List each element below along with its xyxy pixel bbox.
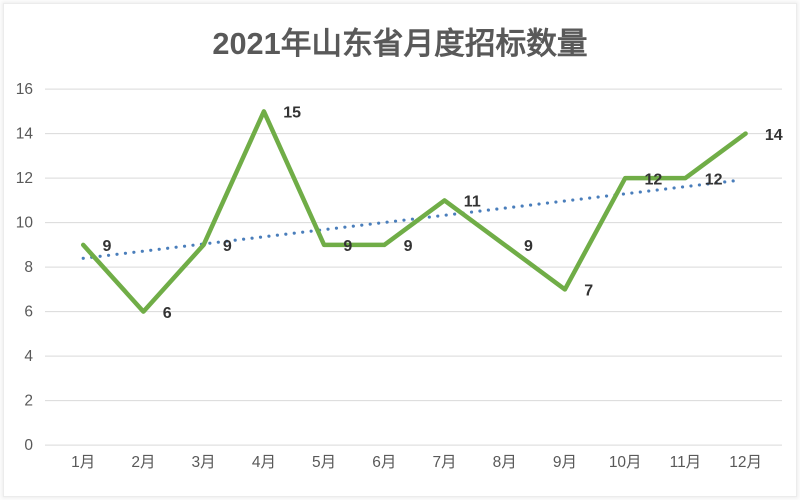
svg-text:6: 6 — [163, 305, 172, 322]
svg-text:9: 9 — [343, 238, 352, 255]
svg-text:16: 16 — [16, 81, 33, 98]
svg-text:8: 8 — [24, 259, 33, 276]
svg-text:10月: 10月 — [609, 454, 642, 471]
svg-text:9月: 9月 — [553, 454, 577, 471]
svg-text:15: 15 — [283, 105, 301, 122]
svg-text:11: 11 — [464, 194, 481, 211]
svg-text:9: 9 — [524, 238, 533, 255]
svg-text:14: 14 — [16, 126, 34, 143]
svg-text:12月: 12月 — [729, 454, 762, 471]
svg-text:10: 10 — [16, 215, 34, 232]
svg-text:6月: 6月 — [372, 454, 396, 471]
svg-text:2: 2 — [24, 393, 33, 410]
svg-text:12: 12 — [705, 171, 723, 188]
svg-text:1月: 1月 — [71, 454, 95, 471]
svg-text:0: 0 — [24, 437, 33, 454]
svg-text:8月: 8月 — [493, 454, 517, 471]
svg-text:9: 9 — [404, 238, 413, 255]
svg-text:4: 4 — [24, 348, 33, 365]
svg-text:4月: 4月 — [252, 454, 276, 471]
svg-text:12: 12 — [645, 171, 663, 188]
svg-text:3月: 3月 — [192, 454, 216, 471]
svg-text:14: 14 — [765, 127, 783, 144]
svg-text:9: 9 — [103, 238, 112, 255]
svg-text:2月: 2月 — [131, 454, 155, 471]
svg-text:5月: 5月 — [312, 454, 336, 471]
svg-text:7月: 7月 — [432, 454, 456, 471]
svg-text:9: 9 — [223, 238, 232, 255]
svg-text:12: 12 — [16, 170, 33, 187]
svg-text:7: 7 — [584, 283, 593, 300]
svg-text:11月: 11月 — [670, 454, 702, 471]
svg-text:6: 6 — [24, 304, 33, 321]
